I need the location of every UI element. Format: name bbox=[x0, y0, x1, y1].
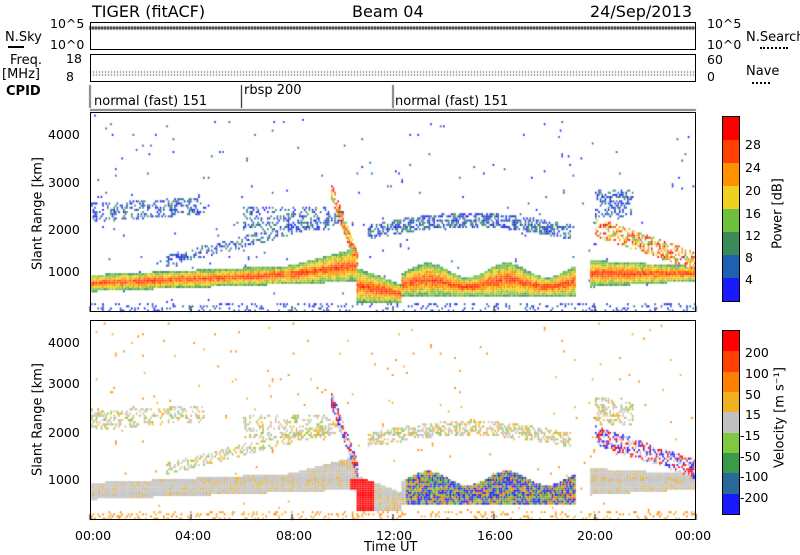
velocity-panel-frame bbox=[90, 320, 696, 520]
vel-cbtick-m15: -15 bbox=[740, 428, 761, 443]
colorbar-segment bbox=[723, 371, 739, 392]
colorbar-segment bbox=[723, 232, 739, 255]
power-cbtick-4: 4 bbox=[745, 272, 753, 287]
xtick-5: 20:00 bbox=[577, 528, 614, 543]
colorbar-segment bbox=[723, 209, 739, 232]
nsky-panel bbox=[90, 22, 696, 50]
velocity-colorbar-label: Velocity [m s⁻¹] bbox=[772, 367, 788, 468]
colorbar-segment bbox=[723, 473, 739, 494]
beam-title: Beam 04 bbox=[352, 2, 424, 21]
power-panel-frame bbox=[90, 112, 696, 312]
xtick-2: 08:00 bbox=[276, 528, 313, 543]
colorbar-segment bbox=[723, 453, 739, 474]
xtick-6: 00:00 bbox=[675, 528, 712, 543]
nave-label: Nave bbox=[746, 64, 780, 79]
colorbar-segment bbox=[723, 186, 739, 209]
power-cbtick-12: 12 bbox=[745, 228, 761, 243]
power-colorbar-label: Power [dB] bbox=[770, 178, 786, 249]
nsearch-tick-bottom: 10^0 bbox=[707, 37, 742, 52]
colorbar-segment bbox=[723, 140, 739, 163]
nave-tick-bottom: 0 bbox=[707, 69, 715, 84]
freq-label: Freq. bbox=[10, 53, 42, 68]
colorbar-segment bbox=[723, 331, 739, 352]
power-cbtick-8: 8 bbox=[745, 250, 753, 265]
xtick-0: 00:00 bbox=[75, 528, 112, 543]
power-cbtick-28: 28 bbox=[745, 137, 761, 152]
freq-tick-top: 18 bbox=[66, 51, 82, 66]
power-ylabel: Slant Range [km] bbox=[30, 157, 46, 270]
nave-tick-top: 60 bbox=[707, 52, 723, 67]
vel-cbtick-15: 15 bbox=[745, 407, 761, 422]
vel-cbtick-m100: -100 bbox=[740, 469, 769, 484]
power-cbtick-20: 20 bbox=[745, 183, 761, 198]
xtick-3: 12:00 bbox=[376, 528, 413, 543]
colorbar-segment bbox=[723, 493, 739, 514]
colorbar-segment bbox=[723, 412, 739, 433]
nsky-legend-line bbox=[8, 46, 24, 48]
velocity-ytick-4000: 4000 bbox=[48, 335, 80, 350]
freq-panel bbox=[90, 54, 696, 82]
xaxis-label: Time UT bbox=[364, 540, 418, 555]
nave-legend-line bbox=[752, 82, 770, 84]
vel-cbtick-100: 100 bbox=[745, 366, 769, 381]
velocity-ytick-3000: 3000 bbox=[48, 376, 80, 391]
power-colorbar bbox=[722, 116, 740, 302]
power-ytick-2000: 2000 bbox=[48, 222, 80, 237]
power-cbtick-16: 16 bbox=[745, 206, 761, 221]
colorbar-segment bbox=[723, 432, 739, 453]
nsky-tick-top: 10^5 bbox=[50, 16, 85, 31]
nsky-label: N.Sky bbox=[5, 30, 42, 45]
colorbar-segment bbox=[723, 278, 739, 301]
velocity-ytick-1000: 1000 bbox=[48, 472, 80, 487]
nsky-tick-bottom: 10^0 bbox=[50, 37, 85, 52]
cpid-segment-1: normal (fast) 151 bbox=[94, 94, 208, 109]
xtick-4: 16:00 bbox=[477, 528, 514, 543]
xtick-1: 04:00 bbox=[175, 528, 212, 543]
cpid-label: CPID bbox=[6, 84, 41, 99]
power-ytick-4000: 4000 bbox=[48, 127, 80, 142]
nsearch-label: N.Search bbox=[746, 30, 800, 45]
cpid-segment-3: normal (fast) 151 bbox=[395, 94, 509, 109]
colorbar-segment bbox=[723, 392, 739, 413]
freq-tick-bottom: 8 bbox=[66, 69, 74, 84]
vel-cbtick-200: 200 bbox=[745, 345, 769, 360]
colorbar-segment bbox=[723, 117, 739, 140]
velocity-ylabel: Slant Range [km] bbox=[30, 363, 46, 476]
colorbar-segment bbox=[723, 255, 739, 278]
vel-cbtick-m200: -200 bbox=[740, 490, 769, 505]
velocity-ytick-2000: 2000 bbox=[48, 425, 80, 440]
freq-unit: [MHz] bbox=[2, 67, 40, 82]
nsearch-tick-top: 10^5 bbox=[707, 16, 742, 31]
colorbar-segment bbox=[723, 351, 739, 372]
vel-cbtick-m50: -50 bbox=[740, 449, 761, 464]
power-cbtick-24: 24 bbox=[745, 160, 761, 175]
vel-cbtick-50: 50 bbox=[745, 387, 761, 402]
cpid-segment-2: rbsp 200 bbox=[244, 83, 302, 98]
date-title: 24/Sep/2013 bbox=[590, 2, 693, 21]
nsearch-legend-line bbox=[760, 47, 788, 49]
velocity-colorbar bbox=[722, 330, 740, 515]
colorbar-segment bbox=[723, 163, 739, 186]
power-ytick-3000: 3000 bbox=[48, 175, 80, 190]
power-ytick-1000: 1000 bbox=[48, 264, 80, 279]
station-title: TIGER (fitACF) bbox=[92, 2, 206, 21]
